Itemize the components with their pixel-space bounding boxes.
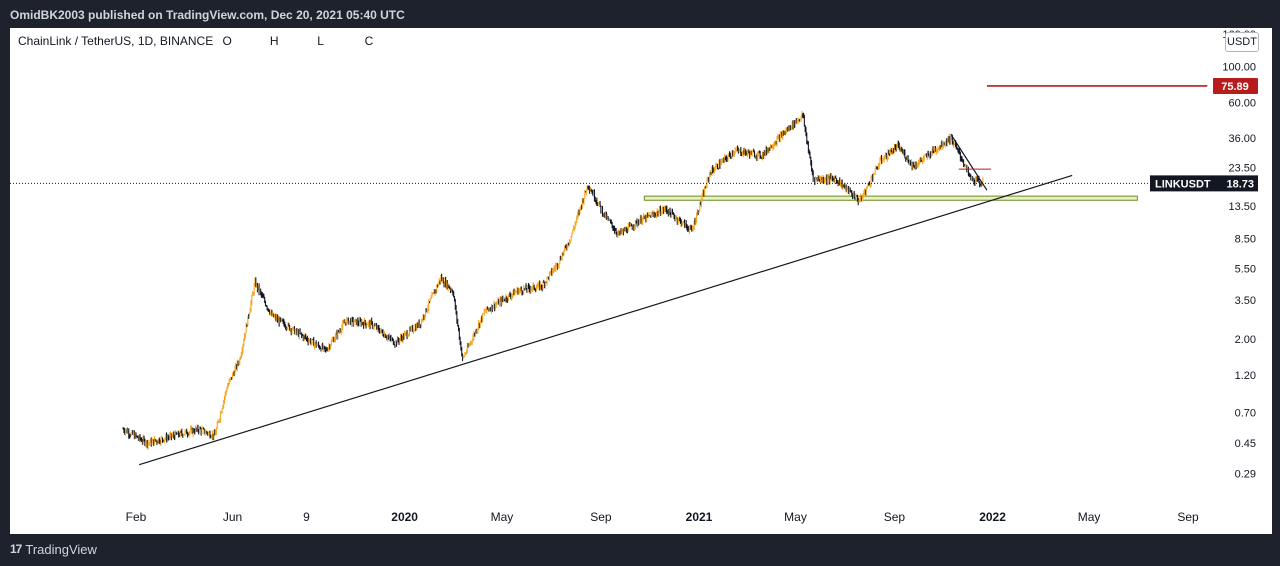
y-tick-label: 2.00 bbox=[1235, 334, 1256, 346]
price-chart[interactable]: 160.00100.0060.0036.0023.5013.508.505.50… bbox=[10, 28, 1272, 534]
x-tick-label: 2020 bbox=[391, 510, 418, 524]
chart-legend: ChainLink / TetherUS, 1D, BINANCE O H L … bbox=[18, 34, 409, 48]
x-tick-label: May bbox=[784, 510, 807, 524]
y-tick-label: 13.50 bbox=[1228, 201, 1256, 213]
ascending-trendline bbox=[139, 174, 1073, 466]
y-tick-label: 1.20 bbox=[1235, 370, 1256, 382]
chart-pane[interactable]: 160.00100.0060.0036.0023.5013.508.505.50… bbox=[10, 28, 1272, 534]
x-tick-label: May bbox=[1078, 510, 1101, 524]
y-tick-label: 0.29 bbox=[1235, 469, 1256, 481]
brand-name: TradingView bbox=[25, 541, 97, 557]
y-tick-label: 0.70 bbox=[1235, 407, 1256, 419]
x-tick-label: Sep bbox=[590, 510, 612, 524]
y-tick-label: 36.00 bbox=[1228, 133, 1256, 145]
x-tick-label: Sep bbox=[884, 510, 906, 524]
x-tick-label: May bbox=[491, 510, 514, 524]
last-price-symbol: LINKUSDT bbox=[1155, 178, 1211, 190]
descending-trendline bbox=[950, 133, 988, 191]
y-tick-label: 100.00 bbox=[1222, 62, 1256, 74]
target-price-label-bg bbox=[1213, 77, 1258, 94]
high-label: H bbox=[269, 34, 279, 48]
footer-brand: 17 TradingView bbox=[10, 538, 97, 560]
symbol-title: ChainLink / TetherUS, 1D, BINANCE bbox=[18, 34, 214, 48]
y-tick-label: 0.45 bbox=[1235, 438, 1256, 450]
open-label: O bbox=[222, 34, 232, 48]
target-price-label: 75.89 bbox=[1221, 81, 1249, 93]
publisher-info: OmidBK2003 published on TradingView.com,… bbox=[10, 8, 405, 22]
x-tick-label: Feb bbox=[126, 510, 147, 524]
x-tick-label: Jun bbox=[223, 510, 242, 524]
support-zone bbox=[643, 195, 1138, 201]
publish-header: OmidBK2003 published on TradingView.com,… bbox=[0, 0, 1280, 30]
y-tick-label: 8.50 bbox=[1235, 233, 1256, 245]
close-label: C bbox=[364, 34, 374, 48]
low-label: L bbox=[317, 34, 324, 48]
x-tick-label: 2021 bbox=[686, 510, 713, 524]
tradingview-logo-icon: 17 bbox=[10, 542, 22, 556]
y-tick-label: 3.50 bbox=[1235, 295, 1256, 307]
currency-button[interactable]: USDT bbox=[1225, 32, 1259, 52]
y-tick-label: 23.50 bbox=[1228, 163, 1256, 175]
y-tick-label: 60.00 bbox=[1228, 97, 1256, 109]
x-tick-label: 2022 bbox=[979, 510, 1006, 524]
x-tick-label: Sep bbox=[1177, 510, 1199, 524]
x-tick-label: 9 bbox=[303, 510, 310, 524]
last-price-value: 18.73 bbox=[1226, 178, 1254, 190]
last-price-label-bg bbox=[1150, 175, 1258, 192]
candles bbox=[122, 110, 984, 450]
y-tick-label: 5.50 bbox=[1235, 264, 1256, 276]
